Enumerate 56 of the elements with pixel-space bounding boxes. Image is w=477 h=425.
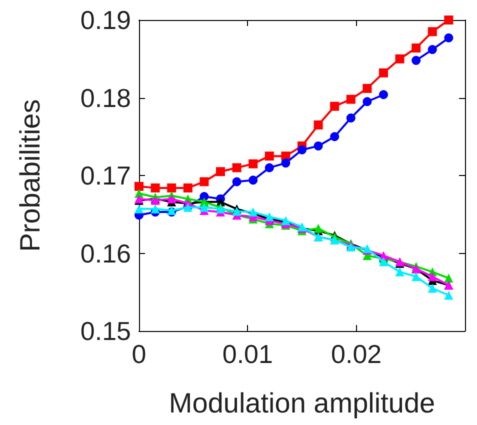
point <box>248 159 258 168</box>
y-tick-label: 0.18 <box>80 82 131 113</box>
point <box>150 183 160 192</box>
point <box>412 43 421 52</box>
point <box>150 204 160 214</box>
point <box>232 163 242 172</box>
x-tick-label: 0.02 <box>331 339 382 369</box>
point <box>314 120 323 130</box>
point <box>248 176 258 185</box>
point <box>330 132 340 142</box>
point <box>134 204 144 214</box>
point <box>281 158 290 168</box>
point <box>444 290 454 300</box>
x-tick-label: 0 <box>132 339 146 369</box>
y-tick-label: 0.17 <box>80 160 131 190</box>
point <box>264 212 274 222</box>
point <box>428 27 437 36</box>
point <box>379 257 388 266</box>
point <box>444 274 454 283</box>
point <box>200 192 209 201</box>
point <box>444 16 454 24</box>
point <box>298 145 306 154</box>
point <box>444 33 454 42</box>
point <box>428 284 437 293</box>
x-tick-label: 0.01 <box>222 339 273 369</box>
x-axis-title: Modulation amplitude <box>168 388 436 418</box>
point <box>183 183 192 192</box>
point <box>362 84 372 93</box>
y-tick-label: 0.19 <box>80 5 131 35</box>
point <box>428 45 437 54</box>
point <box>167 183 176 192</box>
point <box>428 272 437 282</box>
point <box>200 177 209 186</box>
point <box>232 206 242 216</box>
point <box>264 163 274 172</box>
point <box>346 94 356 104</box>
point <box>314 141 323 150</box>
point <box>330 102 340 111</box>
point <box>264 152 274 161</box>
point <box>362 97 372 106</box>
point <box>314 224 323 233</box>
point <box>395 54 404 64</box>
y-axis-title: Probabilities <box>14 99 46 252</box>
point <box>216 167 225 176</box>
point <box>200 202 209 212</box>
point <box>395 267 404 276</box>
point <box>167 194 176 204</box>
point <box>134 182 144 191</box>
point <box>346 113 356 122</box>
y-tick-label: 0.16 <box>80 238 131 268</box>
point <box>379 68 388 78</box>
point <box>379 90 388 100</box>
y-tick-label: 0.15 <box>80 316 131 346</box>
point <box>412 56 421 65</box>
point <box>232 177 242 186</box>
point <box>412 272 421 282</box>
